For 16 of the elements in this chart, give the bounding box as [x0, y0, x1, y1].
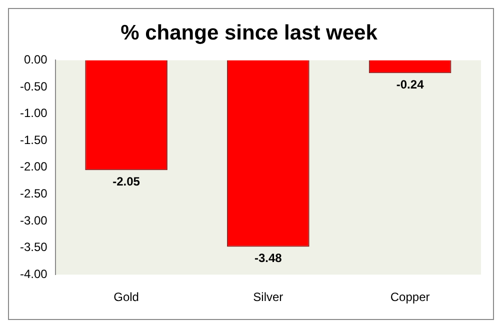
chart-title: % change since last week: [120, 21, 378, 44]
y-tick-label: -3.00: [20, 213, 48, 228]
x-tick-label: Copper: [390, 290, 430, 304]
y-tick-label: -4.00: [20, 266, 48, 281]
y-tick-label: 0.00: [24, 52, 48, 67]
x-tick-label: Silver: [253, 290, 284, 304]
y-tick-label: -0.50: [20, 79, 48, 94]
x-tick-label: Gold: [114, 290, 139, 304]
y-tick-label: -1.00: [20, 106, 48, 120]
y-tick-label: -1.50: [20, 132, 48, 147]
data-label: -3.48: [254, 251, 282, 266]
y-tick-label: -2.50: [20, 186, 48, 201]
data-label: -2.05: [112, 174, 140, 188]
y-tick-label: -3.50: [20, 240, 48, 254]
y-tick-label: -2.00: [20, 160, 48, 174]
data-label: -0.24: [396, 77, 424, 92]
